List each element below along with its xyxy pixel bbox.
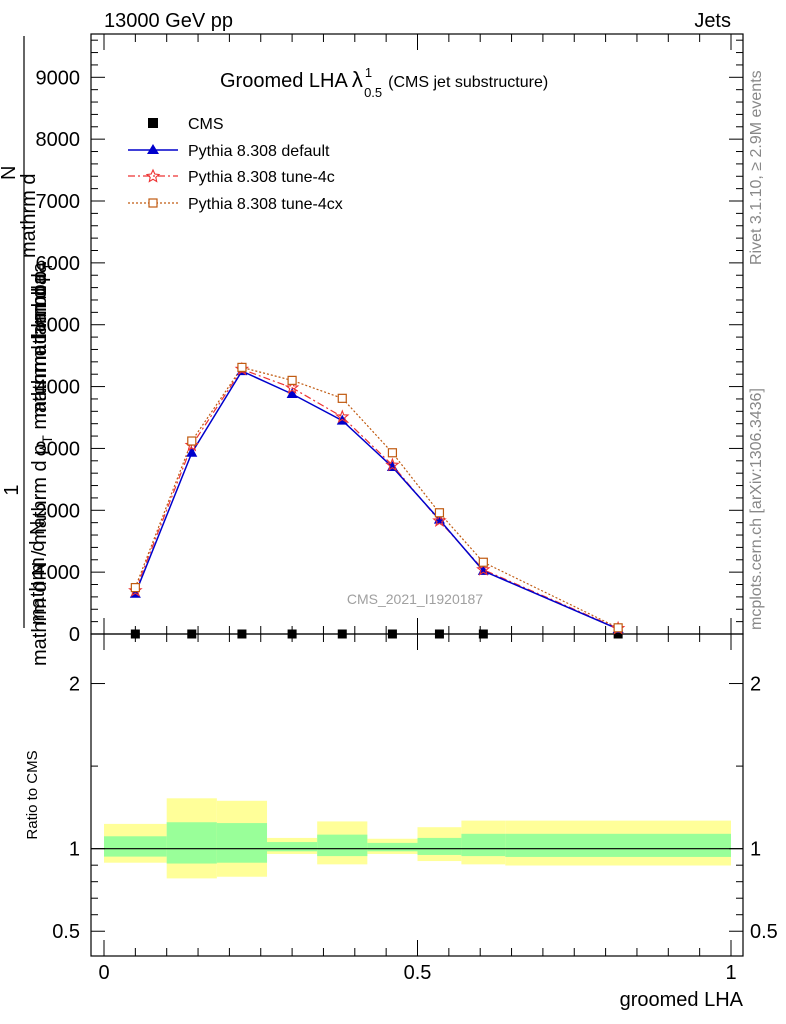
main-ytick-label-2: 2000 [36, 500, 81, 522]
series-line-3 [134, 366, 619, 629]
legend-label-tune4c: Pythia 8.308 tune-4c [188, 169, 335, 186]
main-ytick-label-9: 9000 [36, 67, 81, 89]
xtick-label-2: 1 [725, 962, 736, 984]
plot-title-sup: 1 [365, 65, 372, 80]
series-point-default-1 [186, 446, 198, 457]
xtick-label-0: 0 [98, 962, 109, 984]
main-ytick-label-6: 6000 [36, 253, 81, 275]
ylabel-top-3: mathrm d pT [29, 262, 55, 372]
side-text-mcplots: mcplots.cern.ch [arXiv:1306.3436] [748, 388, 765, 630]
main-ytick-label-5: 5000 [36, 315, 81, 337]
header-energy: 13000 GeV pp [104, 10, 233, 32]
ylabel-top-3-main: mathrm d p [29, 271, 51, 372]
ylabel-top-2: N [0, 166, 20, 180]
xlabel: groomed LHA [620, 989, 744, 1011]
series-point-tune4cx-0 [130, 583, 140, 593]
ratio-ytick-label-right-2: 2 [750, 674, 761, 696]
series-point-cms-4 [337, 629, 347, 639]
series-point-tune4c-6 [432, 513, 447, 527]
ratio-ytick-label-right-0: 0.5 [750, 921, 778, 943]
ratio-band-green-7 [461, 833, 506, 857]
series-point-tune4cx-2 [237, 362, 247, 373]
series-point-tune4cx-6 [434, 508, 445, 518]
legend-label-tune4cx: Pythia 8.308 tune-4cx [188, 196, 343, 213]
main-ytick-label-4: 4000 [36, 377, 81, 399]
axes: 0 1000 2000 3000 4000 5000 6000 7000 8000 9000 0.5… [36, 34, 778, 984]
main-ytick-label-0: 0 [69, 624, 80, 646]
main-ytick-label-7: 7000 [36, 191, 81, 213]
series-point-tune4cx-7 [478, 557, 488, 567]
side-text-rivet: Rivet 3.1.10, ≥ 2.9M events [748, 70, 765, 265]
series-point-tune4c-5 [385, 457, 400, 472]
ratio-band-green-0 [104, 836, 167, 857]
xtick-label-1: 0.5 [404, 962, 432, 984]
legend-label-cms: CMS [188, 116, 224, 133]
ratio-band-green-3 [267, 842, 318, 852]
ylabel-top-1: mathrm d [18, 174, 40, 258]
main-ytick-label-3: 3000 [36, 438, 81, 460]
ylabel-top-3-sub: T [39, 262, 55, 271]
plot-title-lambda: λ [352, 67, 363, 92]
series-point-cms-2 [237, 629, 247, 639]
ratio-band-green-6 [417, 837, 462, 855]
series-point-cms-5 [387, 629, 397, 639]
ratio-ytick-label-left-2: 2 [69, 674, 80, 696]
ylabel-top-4: mathrm d lambda [29, 261, 51, 417]
ratio-ytick-label-left-0: 0.5 [52, 921, 80, 943]
series-point-tune4cx-1 [187, 436, 197, 446]
series-point-cms-3 [287, 629, 297, 639]
legend-label-default: Pythia 8.308 default [188, 143, 330, 160]
series-point-default-3 [286, 388, 298, 398]
ylabel-middle-sub: T [39, 435, 55, 444]
plot-title-note: (CMS jet substructure) [388, 74, 548, 91]
ratio-ylabel: Ratio to CMS [24, 750, 41, 839]
main-ylabel: 1 mathrm d N / mathrm d pT mathrm d lamb… [0, 36, 55, 666]
series-point-cms-0 [130, 629, 140, 639]
series-point-tune4c-4 [335, 409, 350, 423]
ylabel-one: 1 [1, 484, 23, 495]
series-point-cms-8 [613, 629, 623, 639]
ratio-plot-frame [90, 633, 744, 957]
series-point-cms-7 [478, 629, 488, 639]
ratio-band-green-4 [317, 834, 368, 857]
series-point-tune4cx-3 [287, 375, 297, 385]
main-ytick-label-1: 1000 [36, 562, 81, 584]
series-point-tune4cx-4 [337, 393, 347, 403]
header-process: Jets [694, 10, 731, 32]
legend-marker-default [147, 144, 159, 154]
series-point-tune4cx-5 [387, 448, 398, 458]
plot-title-sub: 0.5 [364, 85, 382, 100]
legend-marker-tune4cx [148, 198, 158, 208]
plot-title: Groomed LHA λ 1 0.5 (CMS jet substructure) [220, 65, 548, 100]
series-point-cms-1 [187, 629, 197, 639]
series-point-cms-6 [434, 629, 444, 639]
series-point-tune4cx-8 [613, 623, 623, 633]
ratio-ytick-label-left-1: 1 [69, 839, 80, 861]
ylabel-middle: mathrm d N / mathrm d pT mathrm d lambda [29, 273, 55, 666]
ratio-band-green-5 [367, 842, 418, 852]
ylabel-middle-main: mathrm d N / mathrm d p [29, 444, 51, 666]
ratio-band-green-8 [505, 833, 731, 857]
series-point-tune4c-7 [476, 562, 491, 576]
plot-title-main: Groomed LHA [220, 70, 348, 92]
ylabel-bottom: mathrm d N [27, 521, 49, 625]
ratio-band-green-2 [216, 823, 268, 863]
legend-marker-tune4c [145, 168, 161, 183]
series-point-tune4c-3 [284, 380, 300, 394]
series-line-2 [134, 368, 619, 629]
legend: CMS Pythia 8.308 default Pythia 8.308 tu… [128, 116, 343, 213]
ratio-bands [91, 798, 743, 879]
series-layer [128, 361, 626, 639]
ratio-ytick-label-right-1: 1 [750, 839, 761, 861]
main-ytick-label-8: 8000 [36, 129, 81, 151]
legend-marker-cms [148, 118, 158, 128]
analysis-watermark: CMS_2021_I1920187 [347, 591, 483, 607]
ylabel-middle-end: mathrm d lambda [29, 273, 51, 435]
ratio-band-green-1 [166, 822, 217, 864]
